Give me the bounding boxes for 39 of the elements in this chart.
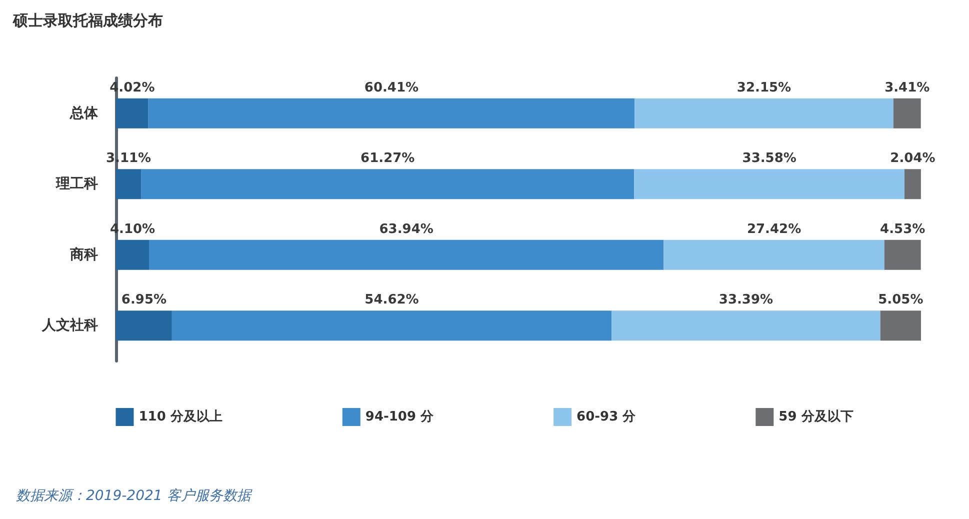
bar — [116, 169, 142, 200]
bar — [634, 169, 904, 200]
y-tick-label: 理工科 — [55, 176, 98, 192]
bar — [880, 310, 921, 341]
data-label: 27.42% — [746, 222, 802, 237]
data-label: 63.94% — [379, 222, 434, 237]
bar — [893, 98, 921, 128]
chart-title: 硕士录取托福成绩分布 — [12, 12, 163, 30]
bar — [148, 98, 635, 128]
data-label: 5.05% — [878, 292, 924, 308]
bar — [149, 240, 664, 270]
bar — [904, 169, 921, 200]
bar — [612, 310, 880, 341]
data-label: 54.62% — [364, 292, 419, 308]
data-label: 32.15% — [736, 80, 792, 96]
data-label: 33.39% — [718, 292, 774, 308]
y-tick-label: 人文社科 — [41, 316, 98, 334]
data-label: 60.41% — [364, 80, 419, 96]
data-label: 4.53% — [880, 222, 926, 237]
y-tick-label: 商科 — [69, 246, 98, 263]
data-label: 6.95% — [121, 292, 167, 308]
bar — [172, 310, 612, 341]
data-label: 33.58% — [742, 151, 796, 166]
bar — [141, 169, 634, 200]
legend-label: 94-109 分 — [365, 410, 435, 424]
legend-label: 110 分及以上 — [138, 410, 222, 424]
bar — [634, 98, 894, 128]
data-label: 2.04% — [890, 151, 936, 166]
bar — [116, 310, 172, 341]
bar — [884, 240, 921, 270]
bar — [664, 240, 884, 270]
source-note: 数据来源：2019-2021 客户服务数据 — [16, 488, 253, 504]
bar — [116, 98, 148, 128]
legend-label: 59 分及以下 — [778, 410, 854, 424]
data-label: 3.41% — [884, 80, 930, 96]
legend-label: 60-93 分 — [576, 410, 637, 424]
bar — [116, 240, 149, 270]
data-label: 61.27% — [360, 151, 415, 166]
y-tick-label: 总体 — [69, 105, 99, 122]
